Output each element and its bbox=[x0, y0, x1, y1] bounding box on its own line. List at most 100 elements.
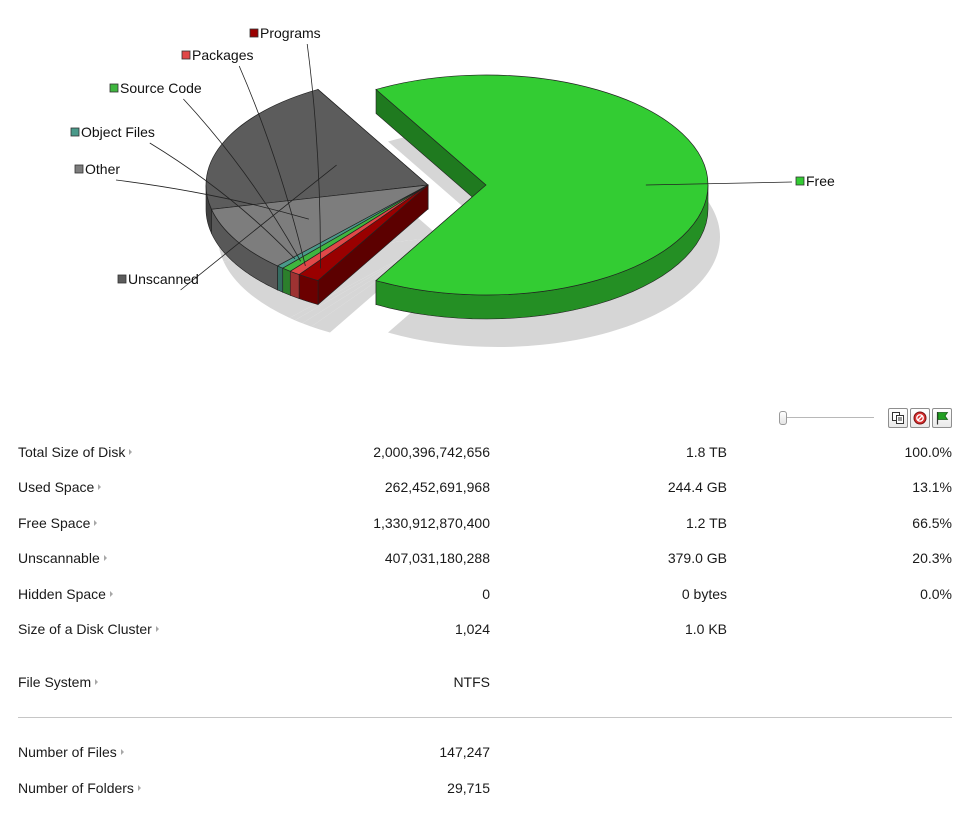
stat-row-free-space: Free Space 1,330,912,870,400 1.2 TB 66.5… bbox=[18, 505, 952, 541]
file-system-value: NTFS bbox=[453, 673, 490, 690]
stat-label-cell[interactable]: Used Space bbox=[18, 470, 102, 506]
stat-human-size: 379.0 GB bbox=[667, 550, 727, 567]
legend-label-other: Other bbox=[85, 161, 120, 177]
leader-line-source-code bbox=[183, 98, 301, 262]
slice-free[interactable] bbox=[375, 74, 709, 296]
stat-percent: 0.0% bbox=[920, 585, 952, 602]
stat-label: Used Space bbox=[18, 479, 95, 496]
stat-percent: 20.3% bbox=[912, 550, 952, 567]
stat-row-total-size: Total Size of Disk 2,000,396,742,656 1.8… bbox=[18, 434, 952, 470]
expand-arrow-icon bbox=[129, 448, 133, 455]
expand-arrow-icon bbox=[155, 626, 159, 633]
stat-label-cell[interactable]: Number of Files bbox=[18, 735, 124, 771]
stat-label-cell[interactable]: Total Size of Disk bbox=[18, 434, 133, 470]
copy-icon bbox=[891, 411, 905, 425]
legend-swatch-other bbox=[74, 164, 84, 174]
pie-tops bbox=[205, 74, 709, 296]
stat-row-number-of-files: Number of Files 147,247 bbox=[18, 735, 952, 771]
count-value: 147,247 bbox=[439, 744, 490, 761]
count-value: 29,715 bbox=[447, 779, 490, 796]
legend-label-free: Free bbox=[806, 173, 835, 189]
leader-line-other bbox=[115, 179, 309, 220]
stat-human-size: 244.4 GB bbox=[667, 479, 727, 496]
leader-line-free bbox=[645, 181, 793, 186]
stat-row-number-of-folders: Number of Folders 29,715 bbox=[18, 770, 952, 806]
disk-statistics-table: Total Size of Disk 2,000,396,742,656 1.8… bbox=[18, 434, 952, 806]
expand-arrow-icon bbox=[120, 749, 124, 756]
copy-button[interactable] bbox=[888, 408, 908, 428]
stat-bytes: 2,000,396,742,656 bbox=[373, 443, 490, 460]
legend-swatch-programs bbox=[249, 28, 259, 38]
stat-row-unscannable: Unscannable 407,031,180,288 379.0 GB 20.… bbox=[18, 541, 952, 577]
zoom-slider[interactable] bbox=[779, 411, 874, 425]
legend-label-source-code: Source Code bbox=[120, 80, 202, 96]
stat-label-cell[interactable]: Number of Folders bbox=[18, 770, 141, 806]
section-divider bbox=[18, 716, 952, 718]
stat-bytes: 0 bbox=[482, 585, 490, 602]
leader-line-packages bbox=[238, 65, 306, 267]
slice-programs[interactable] bbox=[298, 184, 429, 281]
stat-label: Free Space bbox=[18, 514, 91, 531]
stat-label: Number of Files bbox=[18, 744, 117, 761]
stat-human-size: 1.2 TB bbox=[686, 514, 727, 531]
stat-percent: 13.1% bbox=[912, 479, 952, 496]
stat-row-hidden-space: Hidden Space 0 0 bytes 0.0% bbox=[18, 576, 952, 612]
leader-line-object-files bbox=[149, 142, 296, 260]
stat-label: Number of Folders bbox=[18, 779, 134, 796]
size-rows: Total Size of Disk 2,000,396,742,656 1.8… bbox=[18, 434, 952, 647]
stat-human-size: 1.0 KB bbox=[684, 621, 727, 638]
stat-percent: 100.0% bbox=[904, 443, 952, 460]
expand-arrow-icon bbox=[98, 484, 102, 491]
stat-row-cluster-size: Size of a Disk Cluster 1,024 1.0 KB bbox=[18, 612, 952, 648]
chart-toolbar bbox=[779, 406, 952, 430]
legend-swatch-unscanned bbox=[117, 274, 127, 284]
stat-label-cell[interactable]: Size of a Disk Cluster bbox=[18, 612, 159, 648]
legend-label-packages: Packages bbox=[192, 47, 253, 63]
stop-icon bbox=[913, 411, 927, 425]
legend-label-programs: Programs bbox=[260, 25, 321, 41]
stat-label: Total Size of Disk bbox=[18, 443, 126, 460]
rim-object-files-0 bbox=[277, 265, 284, 293]
leader-line-unscanned bbox=[180, 164, 337, 291]
stat-label: Unscannable bbox=[18, 550, 100, 567]
pie-labels: Free Unscanned Other Object Files Source Cod… bbox=[70, 25, 835, 291]
stat-label-cell[interactable]: Free Space bbox=[18, 505, 98, 541]
expand-arrow-icon bbox=[94, 519, 98, 526]
stat-bytes: 262,452,691,968 bbox=[384, 479, 490, 496]
stat-label-cell[interactable]: Unscannable bbox=[18, 541, 107, 577]
disk-usage-pie-chart: Free Unscanned Other Object Files Source Cod… bbox=[0, 0, 959, 395]
legend-swatch-object-files bbox=[70, 127, 80, 137]
expand-arrow-icon bbox=[103, 555, 107, 562]
zoom-slider-track bbox=[784, 417, 874, 418]
expand-arrow-icon bbox=[95, 678, 99, 685]
legend-swatch-source-code bbox=[109, 83, 119, 93]
stat-bytes: 1,330,912,870,400 bbox=[373, 514, 490, 531]
legend-swatch-free bbox=[795, 176, 805, 186]
stat-row-file-system: File System NTFS bbox=[18, 664, 952, 700]
stat-label: Size of a Disk Cluster bbox=[18, 621, 152, 638]
expand-arrow-icon bbox=[109, 590, 113, 597]
stat-human-size: 0 bytes bbox=[681, 585, 727, 602]
flag-icon bbox=[935, 411, 949, 425]
legend-label-object-files: Object Files bbox=[81, 124, 155, 140]
legend-label-unscanned: Unscanned bbox=[128, 271, 199, 287]
stat-label: File System bbox=[18, 673, 92, 690]
stat-bytes: 407,031,180,288 bbox=[384, 550, 490, 567]
stop-button[interactable] bbox=[910, 408, 930, 428]
stat-label-cell[interactable]: Hidden Space bbox=[18, 576, 113, 612]
stat-label-cell[interactable]: File System bbox=[18, 664, 99, 700]
stat-row-used-space: Used Space 262,452,691,968 244.4 GB 13.1… bbox=[18, 470, 952, 506]
rim-source-code-0 bbox=[282, 267, 291, 296]
pie-chart-svg: Free Unscanned Other Object Files Source Cod… bbox=[70, 25, 835, 347]
leader-line-programs bbox=[306, 43, 321, 269]
stat-human-size: 1.8 TB bbox=[686, 443, 727, 460]
expand-arrow-icon bbox=[137, 784, 141, 791]
rim-packages-0 bbox=[289, 270, 300, 300]
slice-other[interactable] bbox=[210, 184, 429, 267]
legend-swatch-packages bbox=[181, 50, 191, 60]
stat-bytes: 1,024 bbox=[454, 621, 490, 638]
flag-button[interactable] bbox=[932, 408, 952, 428]
stat-percent: 66.5% bbox=[912, 514, 952, 531]
zoom-slider-thumb[interactable] bbox=[779, 411, 787, 425]
stat-label: Hidden Space bbox=[18, 585, 106, 602]
